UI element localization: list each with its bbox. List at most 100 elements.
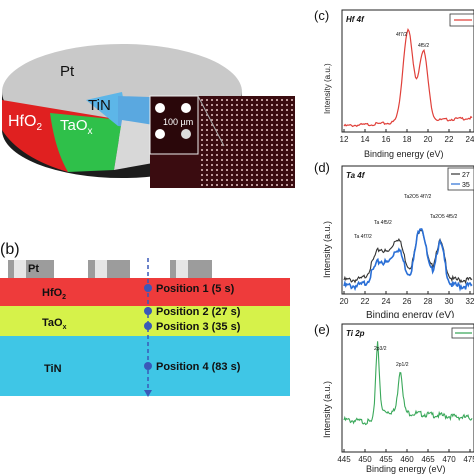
x-tick-label: 30 [445,297,454,306]
electrode-dot [231,169,233,171]
electrode-dot [261,149,263,151]
electrode-dot [211,139,213,141]
x-tick-label: 460 [400,455,414,464]
panel-d-legend-entry: 35 [462,182,470,189]
electrode-dot [261,119,263,121]
electrode-dot [271,169,273,171]
electrode-dot [236,144,238,146]
x-tick-label: 22 [445,135,454,144]
electrode-dot [236,114,238,116]
electrode-dot [251,154,253,156]
electrode-dot [206,104,208,106]
electrode-dot [201,159,203,161]
x-tick-label: 475 [463,455,474,464]
electrode-dot [226,104,228,106]
electrode-dot [206,124,208,126]
x-tick-label: 465 [421,455,435,464]
electrode-dot [241,154,243,156]
electrode-dot [221,129,223,131]
electrode-dot [226,144,228,146]
electrode-dot [211,114,213,116]
electrode-dot [201,114,203,116]
electrode-dot [231,119,233,121]
electrode-dot [266,124,268,126]
panel-b-label: (b) [0,241,20,258]
electrode-dot [271,124,273,126]
electrode-dot [266,139,268,141]
x-tick-label: 24 [382,297,391,306]
electrode-dot [286,184,288,186]
electrode-dot [226,124,228,126]
electrode-dot [216,149,218,151]
electrode-dot [236,129,238,131]
electrode-dot [241,129,243,131]
electrode-dot [271,179,273,181]
electrode-dot [261,184,263,186]
electrode-dot [201,109,203,111]
electrode-dot [276,124,278,126]
electrode-dot [291,139,293,141]
electrode-dot [281,174,283,176]
electrode-dot [291,164,293,166]
electrode-dot [216,174,218,176]
electrode-dot [251,114,253,116]
electrode-dot [226,159,228,161]
electrode-dot [201,179,203,181]
electrode-dot [276,109,278,111]
hfo2-layer-label: HfO2 [42,287,66,301]
electrode-dot [216,124,218,126]
electrode-dot [231,154,233,156]
electrode-dot [291,174,293,176]
electrode-dot [271,114,273,116]
electrode-dot [216,139,218,141]
electrode-dot [211,174,213,176]
electrode-dot [261,99,263,101]
electrode-dot [201,184,203,186]
electrode-dot [281,184,283,186]
electrode-dot [281,104,283,106]
electrode-dot [291,124,293,126]
hfo2-label: HfO2 [8,113,42,133]
position-marker [144,307,152,315]
electrode-dot [246,159,248,161]
electrode-dot [211,149,213,151]
electrode-dot [251,134,253,136]
electrode-dot [241,124,243,126]
electrode-dot [266,184,268,186]
electrode-dot [281,129,283,131]
position-marker [144,322,152,330]
taox-label: TaOx [60,117,93,137]
pt-electrode-label: Pt [28,263,39,275]
panel-d-ylabel: Intensity (a.u.) [322,221,332,278]
electrode-dot [261,129,263,131]
electrode-dot [231,139,233,141]
x-tick-label: 22 [361,297,370,306]
x-tick-label: 470 [442,455,456,464]
electrode-dot [211,104,213,106]
x-tick-label: 20 [424,135,433,144]
pt-electrode [88,260,130,278]
electrode-dot [211,154,213,156]
electrode-dot [281,139,283,141]
electrode-dot [201,174,203,176]
electrode-dot [211,159,213,161]
electrode-dot [291,109,293,111]
electrode-dot [216,99,218,101]
electrode-dot [251,139,253,141]
electrode-dot [226,114,228,116]
pt-electrode [170,260,212,278]
electrode-dot [271,139,273,141]
electrode-dot [226,134,228,136]
electrode-dot [286,134,288,136]
electrode-dot [236,99,238,101]
electrode-dot [291,159,293,161]
electrode-dot [216,144,218,146]
electrode-dot [236,139,238,141]
electrode-dot [291,144,293,146]
electrode-dot [241,159,243,161]
electrode-dot [261,179,263,181]
panel-d-axes [341,165,474,295]
panel-e-element: Ti 2p [346,329,365,338]
electrode-dot [231,149,233,151]
electrode-dot [231,159,233,161]
